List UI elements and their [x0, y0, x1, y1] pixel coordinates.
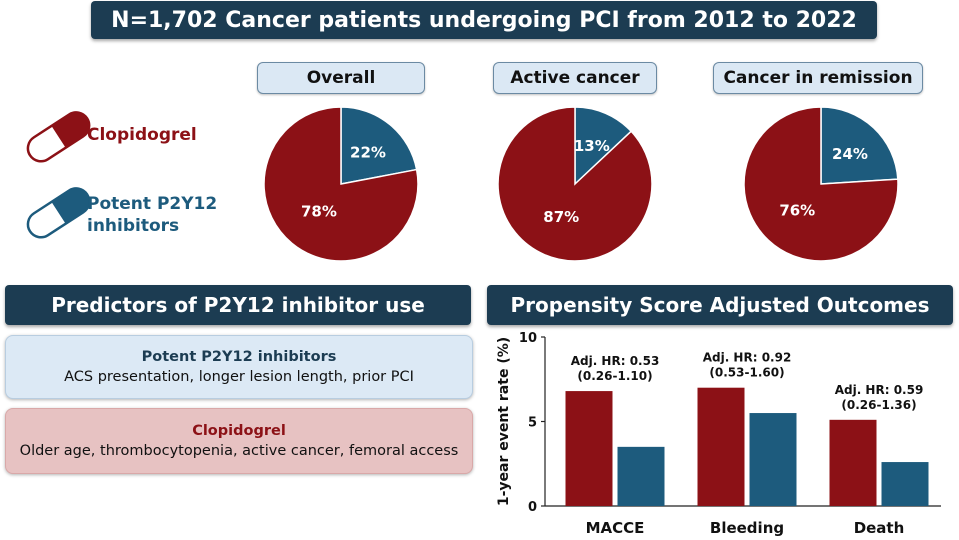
pie-overall-label: Overall: [257, 62, 425, 94]
hr-annotation-death-line1: Adj. HR: 0.59: [835, 383, 924, 397]
bar-bleeding-clopidogrel: [697, 387, 745, 506]
legend-potent-label: Potent P2Y12 inhibitors: [87, 193, 217, 237]
outcomes-header: Propensity Score Adjusted Outcomes: [487, 285, 953, 325]
pie-active-cancer-label-clopidogrel: 87%: [543, 208, 579, 226]
bar-bleeding-potent: [749, 413, 797, 506]
legend-clopidogrel-label: Clopidogrel: [87, 125, 197, 145]
legend-potent-line2: inhibitors: [87, 216, 180, 236]
y-tick-label: 5: [528, 416, 537, 431]
bar-macce-potent: [617, 446, 665, 506]
x-tick-label-macce: MACCE: [586, 519, 645, 537]
pie-cancer-in-remission-label-clopidogrel: 76%: [779, 201, 815, 219]
bar-death-clopidogrel: [829, 419, 877, 506]
pie-active-cancer-slice-potent: [574, 106, 633, 186]
y-tick-label: 10: [519, 331, 537, 346]
potent-predictors-title: Potent P2Y12 inhibitors: [141, 349, 337, 365]
clopidogrel-predictors-title: Clopidogrel: [192, 423, 286, 439]
x-tick-label-bleeding: Bleeding: [710, 519, 784, 537]
pie-cancer-in-remission-label-potent: 24%: [832, 145, 868, 163]
pie-chart-cancer-in-remission: 24% 76%: [743, 106, 899, 262]
pie-active-cancer-slice-clopidogrel: [497, 106, 653, 262]
hr-annotation-macce-line2: (0.26-1.10): [577, 369, 652, 383]
potent-predictors-text: ACS presentation, longer lesion length, …: [64, 369, 414, 385]
pie-chart-active-cancer: 13% 87%: [497, 106, 653, 262]
page-title: N=1,702 Cancer patients undergoing PCI f…: [91, 1, 877, 39]
pie-cancer-in-remission-slice-potent: [820, 106, 899, 185]
pie-active-label: Active cancer: [493, 62, 657, 94]
x-tick-label-death: Death: [854, 519, 905, 537]
outcomes-bar-chart: 1-year event rate (%) 0 5 10 MACCE Adj. HR: 0…: [496, 331, 941, 537]
bar-death-potent: [881, 462, 929, 506]
clopidogrel-predictors-text: Older age, thrombocytopenia, active canc…: [19, 443, 459, 459]
pie-chart-overall: 22% 78%: [263, 106, 419, 262]
hr-annotation-bleeding-line2: (0.53-1.60): [709, 366, 784, 380]
pie-active-cancer-label-potent: 13%: [574, 137, 610, 155]
bar-macce-clopidogrel: [565, 391, 613, 506]
legend-potent-line1: Potent P2Y12: [87, 194, 218, 214]
y-axis-title: 1-year event rate (%): [496, 337, 512, 506]
y-tick-label: 0: [528, 500, 537, 515]
pie-remission-label: Cancer in remission: [713, 62, 923, 94]
hr-annotation-macce-line1: Adj. HR: 0.53: [571, 354, 660, 368]
predictors-header: Predictors of P2Y12 inhibitor use: [5, 285, 471, 325]
pie-cancer-in-remission-slice-clopidogrel: [743, 106, 899, 262]
hr-annotation-death-line2: (0.26-1.36): [841, 398, 916, 412]
clopidogrel-capsule-icon: [26, 111, 91, 163]
pie-overall-slice-potent: [340, 106, 418, 185]
pie-overall-label-clopidogrel: 78%: [301, 203, 337, 221]
clopidogrel-predictors-box: Clopidogrel Older age, thrombocytopenia,…: [5, 408, 473, 474]
hr-annotation-bleeding-line1: Adj. HR: 0.92: [703, 351, 792, 365]
potent-p2y12-capsule-icon: [26, 187, 91, 239]
pie-overall-label-potent: 22%: [350, 143, 386, 161]
pie-overall-slice-clopidogrel: [263, 106, 419, 262]
potent-predictors-box: Potent P2Y12 inhibitors ACS presentation…: [5, 335, 473, 399]
